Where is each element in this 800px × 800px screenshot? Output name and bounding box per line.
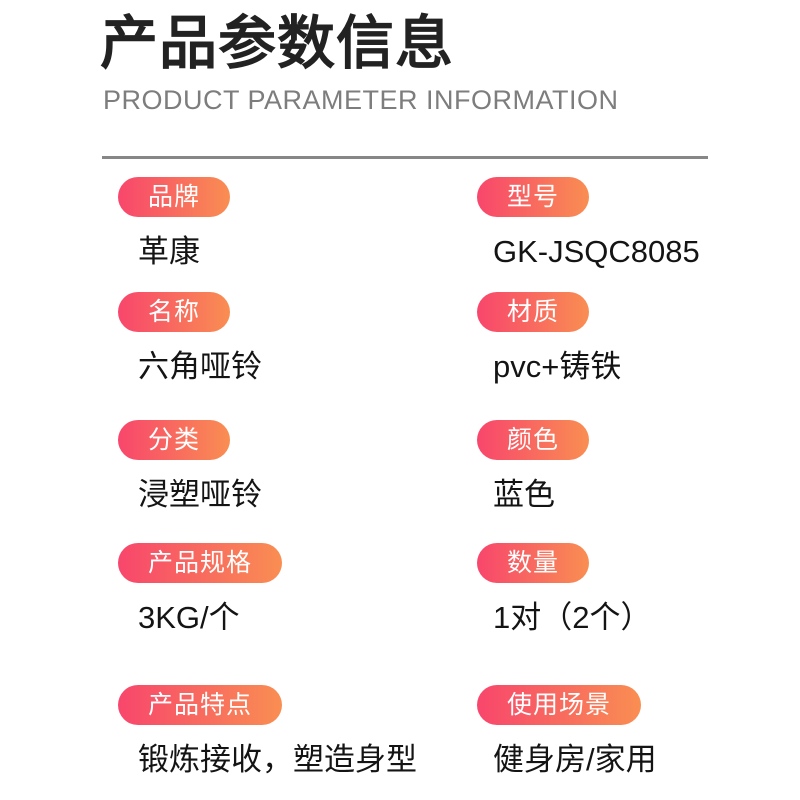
param-label-badge: 品牌: [118, 177, 231, 217]
param-cell-model: 型号 GK-JSQC8085: [477, 177, 700, 270]
param-value: 蓝色: [493, 477, 555, 512]
param-cell-color: 颜色 蓝色: [477, 420, 590, 513]
param-value: 1对（2个）: [493, 600, 652, 635]
param-label-badge: 产品特点: [118, 685, 283, 725]
param-cell-spec: 产品规格 3KG/个: [118, 543, 283, 636]
page-title: 产品参数信息: [100, 11, 455, 76]
header-divider: [102, 156, 708, 159]
param-label-badge: 名称: [118, 292, 231, 332]
param-label-badge: 产品规格: [118, 543, 283, 583]
param-value: pvc+铸铁: [493, 349, 622, 384]
param-value: 革康: [138, 234, 200, 269]
param-label-badge: 分类: [118, 420, 231, 460]
param-cell-features: 产品特点 锻炼接收，塑造身型: [118, 685, 417, 778]
param-cell-brand: 品牌 革康: [118, 177, 231, 270]
param-cell-category: 分类 浸塑哑铃: [118, 420, 262, 513]
param-label-badge: 使用场景: [477, 685, 642, 725]
param-value: 浸塑哑铃: [138, 477, 262, 512]
param-cell-usage-scene: 使用场景 健身房/家用: [477, 685, 657, 778]
param-value: 六角哑铃: [138, 349, 262, 384]
param-label-badge: 颜色: [477, 420, 590, 460]
param-label-badge: 型号: [477, 177, 590, 217]
param-cell-name: 名称 六角哑铃: [118, 292, 262, 385]
param-label-badge: 材质: [477, 292, 590, 332]
page-subtitle: PRODUCT PARAMETER INFORMATION: [103, 85, 619, 115]
param-value: 锻炼接收，塑造身型: [138, 742, 417, 777]
param-cell-material: 材质 pvc+铸铁: [477, 292, 621, 385]
param-cell-quantity: 数量 1对（2个）: [477, 543, 651, 636]
param-value: GK-JSQC8085: [493, 234, 700, 269]
param-value: 健身房/家用: [493, 742, 657, 777]
param-value: 3KG/个: [138, 600, 240, 635]
param-label-badge: 数量: [477, 543, 590, 583]
